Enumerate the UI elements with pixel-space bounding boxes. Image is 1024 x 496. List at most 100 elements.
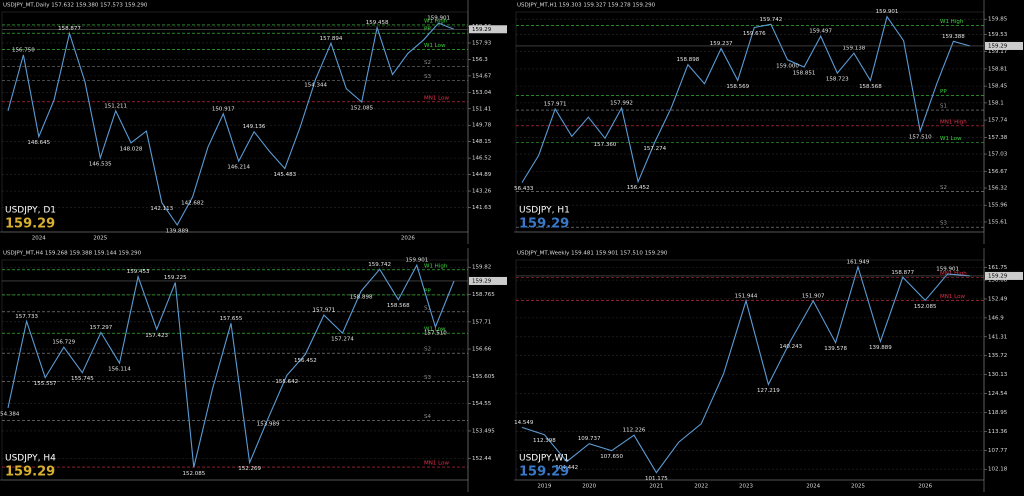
plot-frame bbox=[1, 259, 469, 481]
swing-label: 155.642 bbox=[275, 379, 298, 385]
swing-label: 145.483 bbox=[273, 172, 296, 178]
y-tick-label: 156.67 bbox=[988, 169, 1008, 175]
panel-d1[interactable]: 141.63 143.26 144.89 146.52 148.15 149.78 151.… bbox=[0, 0, 508, 244]
swing-label: 157.971 bbox=[544, 102, 567, 108]
y-tick-label: 157.74 bbox=[988, 118, 1008, 124]
chart: 152.44 153.495 154.55 155.605 156.66 157.71 15… bbox=[0, 248, 507, 492]
y-tick-label: 156.3 bbox=[472, 57, 488, 63]
big-price: 159.29 bbox=[5, 217, 55, 232]
swing-label: 152.085 bbox=[350, 105, 373, 111]
swing-label: 152.269 bbox=[238, 466, 261, 472]
panel-h4[interactable]: 152.44 153.495 154.55 155.605 156.66 157.71 15… bbox=[0, 248, 508, 492]
plot-frame bbox=[515, 11, 985, 233]
x-tick-label: 2026 bbox=[401, 236, 415, 242]
swing-label: 159.000 bbox=[776, 63, 799, 69]
swing-label: 139.889 bbox=[166, 229, 189, 235]
swing-label: 159.453 bbox=[127, 269, 150, 275]
swing-label: 112.398 bbox=[533, 438, 556, 444]
swing-label: 159.497 bbox=[809, 29, 832, 35]
swing-label: 157.992 bbox=[610, 101, 633, 107]
swing-label: 156.452 bbox=[294, 358, 317, 364]
symbol-label: USDJPY, H4 bbox=[5, 454, 56, 464]
y-tick-label: 155.61 bbox=[988, 219, 1007, 225]
swing-label: 159.742 bbox=[368, 262, 391, 268]
y-tick-label: 154.55 bbox=[472, 401, 492, 407]
swing-label: 157.423 bbox=[145, 333, 168, 339]
swing-label: 156.433 bbox=[514, 186, 534, 192]
swing-label: 156.452 bbox=[627, 185, 650, 191]
y-tick-label: 159.82 bbox=[472, 265, 491, 271]
swing-label: 156.729 bbox=[52, 340, 75, 346]
pivot-label: MN1 High bbox=[940, 119, 967, 125]
swing-label: 154.384 bbox=[0, 411, 20, 417]
pivot-label: W1 High bbox=[424, 263, 448, 269]
swing-label: 158.568 bbox=[859, 84, 882, 90]
pivot-label: S2 bbox=[940, 185, 947, 191]
y-tick-label: 159.85 bbox=[988, 17, 1008, 23]
swing-label: 158.877 bbox=[58, 26, 81, 32]
y-tick-label: 118.95 bbox=[988, 410, 1008, 416]
swing-label: 148.645 bbox=[27, 140, 50, 146]
x-tick-label: 2021 bbox=[649, 484, 663, 490]
y-tick-label: 135.72 bbox=[988, 353, 1007, 359]
swing-label: 158.877 bbox=[891, 270, 914, 276]
y-tick-label: 151.41 bbox=[472, 106, 491, 112]
y-tick-label: 158.81 bbox=[988, 66, 1007, 72]
big-price: 159.29 bbox=[519, 217, 569, 232]
swing-label: 142.682 bbox=[181, 200, 204, 206]
x-tick-label: 2026 bbox=[918, 484, 932, 490]
pivot-label: MN1 Low bbox=[424, 95, 449, 101]
panel-h1[interactable]: 155.61 155.96 156.32 156.67 157.03 157.38 157.… bbox=[511, 0, 1024, 244]
x-tick-label: 2022 bbox=[694, 484, 708, 490]
swing-label: 159.676 bbox=[743, 31, 766, 37]
x-tick-label: 2020 bbox=[582, 484, 596, 490]
pivot-label: MN1 Low bbox=[424, 461, 449, 467]
y-tick-label: 146.52 bbox=[472, 156, 491, 162]
swing-label: 158.569 bbox=[726, 84, 749, 90]
big-price: 159.29 bbox=[519, 465, 569, 480]
y-tick-label: 158.1 bbox=[988, 100, 1004, 106]
swing-label: 156.114 bbox=[108, 367, 131, 373]
y-tick-label: 157.71 bbox=[472, 319, 491, 325]
swing-label: 157.297 bbox=[90, 325, 113, 331]
x-tick-label: 2019 bbox=[537, 484, 551, 490]
bid-tag bbox=[469, 276, 507, 285]
swing-label: 151.907 bbox=[802, 293, 825, 299]
swing-label: 158.851 bbox=[793, 70, 816, 76]
swing-label: 157.733 bbox=[15, 314, 38, 320]
swing-label: 142.113 bbox=[150, 206, 173, 212]
swing-label: 109.737 bbox=[578, 436, 601, 442]
pivot-label: MN1 Low bbox=[940, 294, 965, 300]
swing-label: 159.458 bbox=[366, 20, 389, 26]
pivot-label: W1 High bbox=[940, 19, 964, 25]
x-tick-label: 2024 bbox=[806, 484, 820, 490]
x-tick-label: 2023 bbox=[739, 484, 753, 490]
swing-label: 159.225 bbox=[164, 275, 187, 281]
y-tick-label: 148.15 bbox=[472, 139, 492, 145]
pivot-label: W1 High bbox=[424, 18, 448, 24]
panel-w1[interactable]: 102.18 107.77 113.36 118.95 124.54 130.13 135.… bbox=[511, 248, 1024, 492]
plot-frame bbox=[1, 11, 469, 233]
y-tick-label: 159.17 bbox=[988, 49, 1008, 55]
chart-header: USDJPY_MT,H4 159.268 159.388 159.144 159… bbox=[3, 251, 142, 257]
swing-label: 152.085 bbox=[914, 304, 937, 310]
swing-label: 159.138 bbox=[842, 46, 865, 52]
pivot-label: S1 bbox=[940, 104, 947, 110]
x-tick-label: 2025 bbox=[851, 484, 865, 490]
y-tick-label: 146.9 bbox=[988, 315, 1004, 321]
swing-label: 159.742 bbox=[760, 17, 783, 23]
swing-label: 104.442 bbox=[555, 465, 578, 471]
y-tick-label: 149.78 bbox=[472, 123, 492, 129]
swing-label: 152.085 bbox=[182, 471, 205, 477]
swing-label: 157.274 bbox=[643, 146, 666, 152]
y-tick-label: 155.96 bbox=[988, 203, 1008, 209]
swing-label: 157.510 bbox=[909, 135, 932, 141]
y-tick-label: 156.66 bbox=[472, 347, 492, 353]
pivot-label: S3 bbox=[424, 375, 431, 381]
swing-label: 159.388 bbox=[942, 34, 965, 40]
y-tick-label: 153.04 bbox=[472, 90, 492, 96]
symbol-label: USDJPY, H1 bbox=[519, 206, 570, 216]
swing-label: 146.535 bbox=[89, 161, 112, 167]
x-tick-label: 2025 bbox=[93, 236, 107, 242]
